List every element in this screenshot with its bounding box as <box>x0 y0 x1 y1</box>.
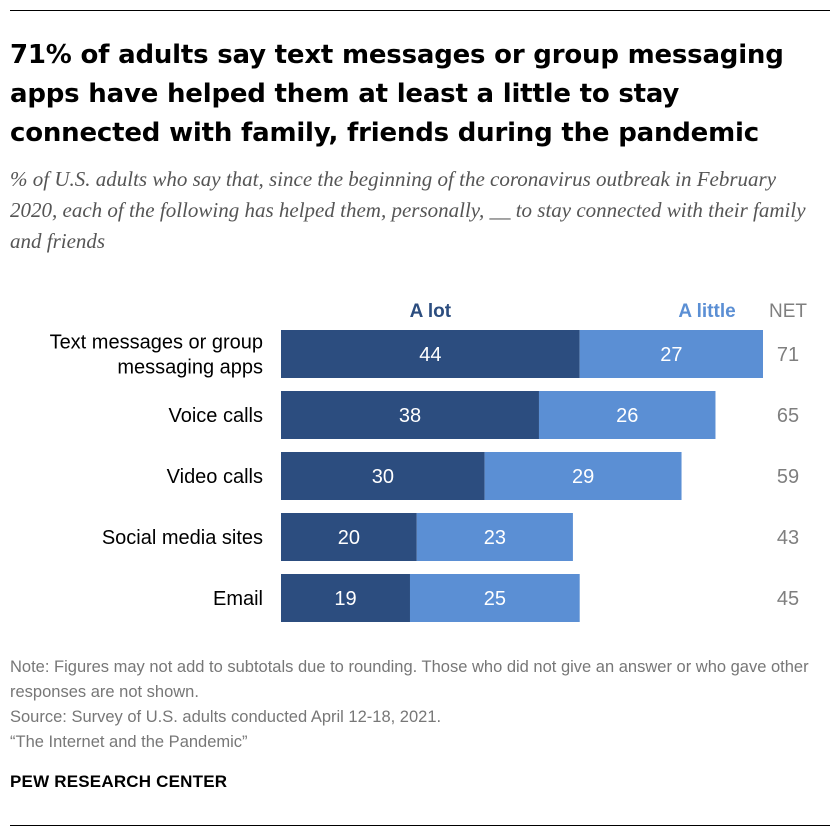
legend-label-a-little: A little <box>678 301 735 322</box>
brand-logo-text: PEW RESEARCH CENTER <box>10 772 228 791</box>
report-title: “The Internet and the Pandemic” <box>10 733 248 751</box>
data-label-a-lot-1: 38 <box>399 405 421 427</box>
data-label-a-lot-2: 30 <box>372 466 394 488</box>
bar-a-lot-1 <box>281 391 539 439</box>
data-label-a-little-3: 23 <box>484 527 506 549</box>
bar-a-lot-0 <box>281 330 580 378</box>
stacked-bar-chart: A lot A little NET 44 27 Text messages or gro… <box>50 301 807 622</box>
net-value-4: 45 <box>777 588 799 610</box>
top-rule <box>10 10 830 11</box>
chart-title: 71% of adults say text messages or group… <box>10 40 784 148</box>
category-label-2: Video calls <box>167 466 263 488</box>
data-label-a-little-4: 25 <box>484 588 506 610</box>
bar-a-little-3 <box>416 513 573 561</box>
data-label-a-lot-0: 44 <box>419 344 441 366</box>
data-label-a-lot-4: 19 <box>334 588 356 610</box>
net-value-1: 65 <box>777 405 799 427</box>
net-value-2: 59 <box>777 466 799 488</box>
category-label-4: Email <box>213 588 263 610</box>
category-label-0-line-0: Text messages or group <box>50 332 263 354</box>
data-label-a-little-1: 26 <box>616 405 638 427</box>
chart-subtitle: % of U.S. adults who say that, since the… <box>10 167 806 253</box>
category-label-1: Voice calls <box>169 405 264 427</box>
net-header: NET <box>769 301 807 322</box>
net-value-0: 71 <box>777 344 799 366</box>
net-value-3: 43 <box>777 527 799 549</box>
category-label-3: Social media sites <box>102 527 263 549</box>
bar-a-lot-3 <box>281 513 417 561</box>
bar-a-lot-4 <box>281 574 410 622</box>
source-text: Source: Survey of U.S. adults conducted … <box>10 708 442 726</box>
bar-a-lot-2 <box>281 452 485 500</box>
note-text: Note: Figures may not add to subtotals d… <box>10 658 809 701</box>
bar-a-little-1 <box>538 391 716 439</box>
data-label-a-little-0: 27 <box>660 344 682 366</box>
data-label-a-little-2: 29 <box>572 466 594 488</box>
bar-a-little-0 <box>579 330 763 378</box>
bottom-rule <box>10 825 830 826</box>
legend-label-a-lot: A lot <box>410 301 452 322</box>
data-label-a-lot-3: 20 <box>338 527 360 549</box>
category-label-0-line-1: messaging apps <box>117 357 263 379</box>
bar-a-little-2 <box>484 452 682 500</box>
bar-a-little-4 <box>409 574 580 622</box>
notes: Note: Figures may not add to subtotals d… <box>10 655 832 755</box>
